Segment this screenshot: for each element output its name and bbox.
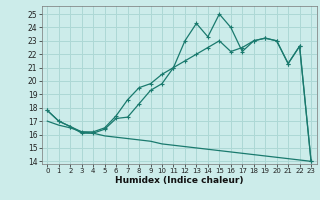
X-axis label: Humidex (Indice chaleur): Humidex (Indice chaleur) [115,176,244,185]
